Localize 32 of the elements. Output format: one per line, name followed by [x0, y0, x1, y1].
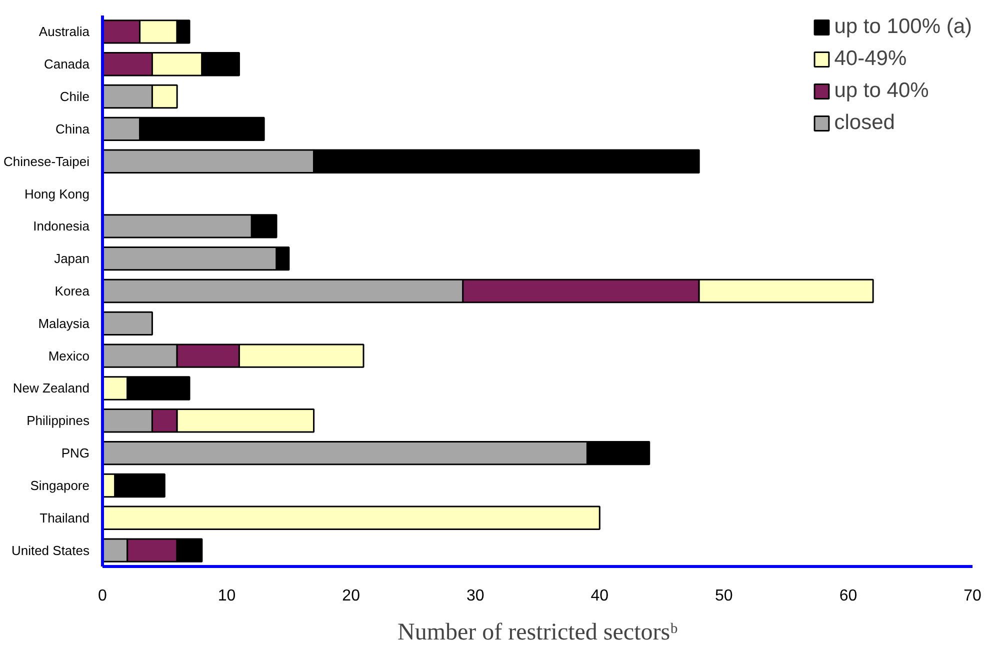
y-tick-label: Australia: [38, 24, 90, 40]
y-tick-label: Indonesia: [33, 218, 90, 234]
x-tick-label: 40: [590, 588, 609, 604]
y-tick-label: Korea: [54, 284, 90, 298]
x-tick-label: 70: [964, 588, 982, 604]
y-tick-label: United States: [11, 542, 90, 558]
y-tick-label: Chinese-Taipei: [4, 154, 90, 169]
x-axis-title: Number of restricted sectorsᵇ: [398, 620, 678, 646]
x-tick-label: 50: [715, 588, 733, 604]
x-tick-label: 30: [466, 588, 484, 604]
y-tick-label: Malaysia: [38, 316, 90, 331]
legend-label: up to 40%: [834, 79, 929, 103]
y-tick-label: Thailand: [40, 510, 90, 526]
x-tick-label: 0: [98, 588, 108, 604]
y-tick-label: Japan: [54, 251, 90, 266]
legend-label: up to 100% (a): [834, 15, 972, 39]
y-tick-label: Chile: [60, 89, 90, 104]
bar: [102, 311, 153, 336]
y-tick-label: China: [56, 121, 90, 136]
x-tick-label: 20: [342, 588, 360, 604]
x-tick-label: 10: [218, 588, 236, 604]
legend-label: closed: [834, 111, 895, 135]
y-tick-label: Canada: [44, 56, 90, 72]
legend-label: 40-49%: [834, 47, 907, 71]
y-tick-label: Singapore: [30, 478, 90, 493]
y-tick-label: New Zealand: [12, 380, 90, 396]
bar: [102, 506, 600, 530]
y-tick-label: Philippines: [26, 413, 90, 428]
x-tick-label: 60: [839, 588, 858, 604]
y-tick-label: Hong Kong: [24, 186, 90, 202]
y-tick-label: Mexico: [48, 348, 90, 364]
y-tick-label: PNG: [61, 446, 90, 461]
